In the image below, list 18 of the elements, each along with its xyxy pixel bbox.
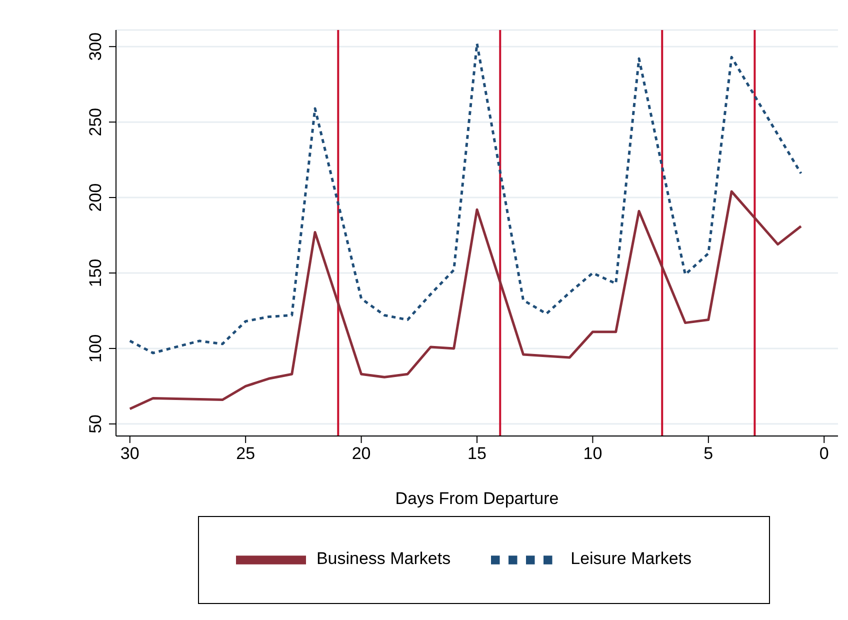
x-tick-label: 30 [120,444,140,464]
x-axis-title: Days From Departure [395,489,559,508]
legend-label: Leisure Markets [570,549,692,568]
x-tick-label: 25 [236,444,256,464]
line-series [128,42,802,354]
x-tick-label: 15 [468,444,486,464]
y-tick-label: 50 [86,414,105,434]
y-tick-label: 150 [86,258,105,288]
x-tick-label: 20 [352,444,371,464]
x-tick-label: 0 [819,444,829,464]
x-tick-label: 5 [704,444,714,464]
y-tick-label: 300 [86,32,105,61]
x-tick-label: 10 [583,444,602,464]
legend-label: Business Markets [316,549,451,568]
y-tick-label: 100 [86,334,105,363]
line-series [128,190,802,410]
y-tick-label: 200 [86,183,105,212]
y-tick-label: 250 [86,108,105,136]
